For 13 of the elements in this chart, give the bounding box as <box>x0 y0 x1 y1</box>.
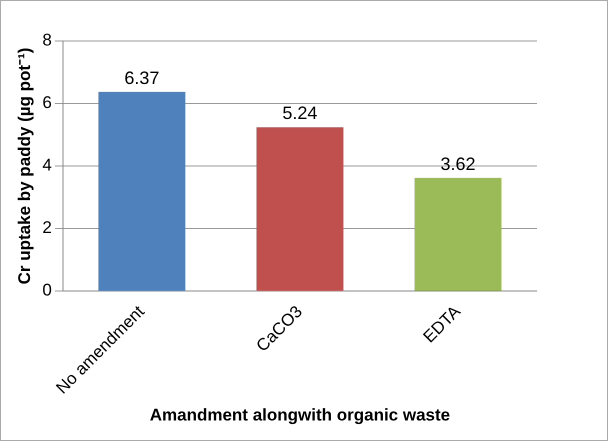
bar <box>98 92 186 290</box>
data-label: 5.24 <box>282 103 318 124</box>
data-label: 6.37 <box>124 68 160 88</box>
x-axis-title: Amandment alongwith organic waste <box>150 405 450 424</box>
y-tick-label: 0 <box>42 280 52 300</box>
y-tick-label: 6 <box>42 93 52 112</box>
y-tick-label: 8 <box>42 30 52 50</box>
y-tick-label: 2 <box>42 218 52 238</box>
bar <box>256 127 344 290</box>
bar <box>414 178 502 290</box>
data-label: 3.62 <box>440 154 476 174</box>
y-axis-title: Cr uptake by paddy (µg pot⁻¹) <box>14 48 34 284</box>
y-tick-label: 4 <box>42 156 52 175</box>
